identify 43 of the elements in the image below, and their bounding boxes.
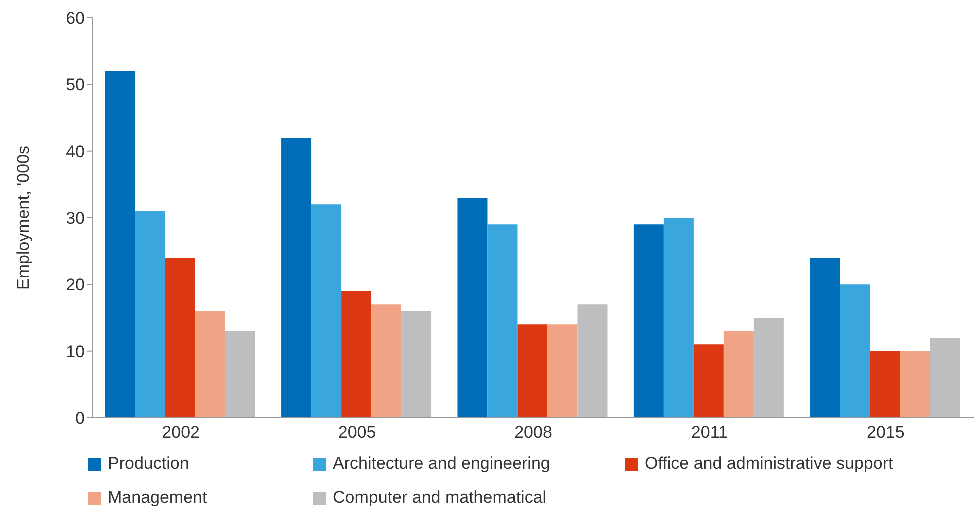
y-tick-label: 10 xyxy=(66,342,85,362)
bar xyxy=(810,258,840,418)
legend-label: Office and administrative support xyxy=(645,454,894,474)
x-tick-label: 2008 xyxy=(514,423,552,442)
x-tick-label: 2015 xyxy=(866,423,905,442)
bar xyxy=(518,324,548,418)
bar xyxy=(548,324,578,418)
bar xyxy=(754,318,784,418)
legend-label: Management xyxy=(108,488,208,508)
bar xyxy=(900,351,930,418)
bar xyxy=(634,224,664,418)
x-tick-label: 2011 xyxy=(691,423,728,442)
legend-label: Architecture and engineering xyxy=(333,454,550,474)
y-tick-label: 30 xyxy=(66,209,85,228)
bar xyxy=(195,311,226,418)
y-tick-label: 50 xyxy=(66,76,85,95)
legend-label: Computer and mathematical xyxy=(333,488,547,508)
legend-label: Production xyxy=(108,454,190,474)
bar xyxy=(282,138,312,418)
bar xyxy=(105,71,136,418)
bar xyxy=(488,224,518,418)
bar xyxy=(458,198,488,418)
bar xyxy=(135,211,166,418)
y-tick-label: 20 xyxy=(66,276,85,295)
y-tick-label: 40 xyxy=(66,142,85,162)
bar xyxy=(870,351,900,418)
bar xyxy=(225,331,256,418)
bar xyxy=(312,204,342,418)
x-tick-label: 2002 xyxy=(162,423,200,442)
bar xyxy=(165,258,196,418)
y-tick-label: 0 xyxy=(76,409,85,428)
bar xyxy=(664,218,694,418)
y-tick-label: 60 xyxy=(66,9,85,28)
bar xyxy=(402,311,432,418)
y-axis-title: Employment, '000s xyxy=(14,146,34,290)
bar xyxy=(694,344,724,418)
bar xyxy=(930,338,960,418)
bar xyxy=(342,291,372,418)
x-tick-label: 2005 xyxy=(338,423,376,442)
bar xyxy=(840,284,870,418)
bar xyxy=(724,331,754,418)
bar xyxy=(372,304,402,418)
bar xyxy=(578,304,608,418)
